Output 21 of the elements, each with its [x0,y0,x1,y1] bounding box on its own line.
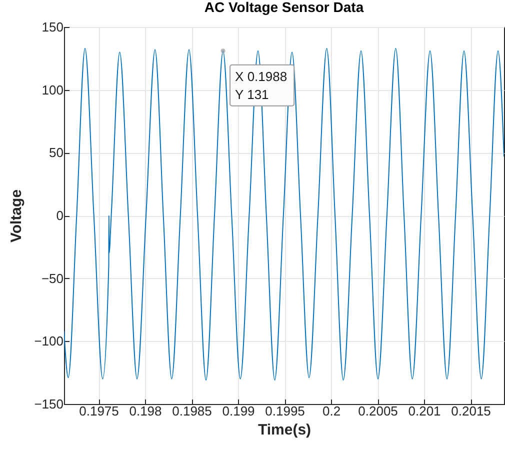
x-tick-label: 0.1995 [265,404,305,418]
line-series [64,48,504,381]
y-tick-label: −150 [34,396,64,412]
y-tick-label: 100 [42,82,64,98]
y-axis-title: Voltage [8,189,26,243]
x-tick-label: 0.1985 [172,404,212,418]
x-tick-label: 0.198 [129,404,162,418]
x-tick-label: 0.201 [408,404,441,418]
x-tick-label: 0.2005 [358,404,398,418]
y-tick-label: 150 [42,20,64,34]
x-tick-label: 0.199 [222,404,255,418]
y-tick-label: 0 [56,208,64,223]
y-tick-label: 50 [49,145,64,160]
x-tick-label: 0.2015 [451,404,491,418]
y-tick-label: −100 [34,334,64,349]
x-tick-label: 0.1975 [79,404,119,418]
chart-title: AC Voltage Sensor Data [204,0,364,15]
y-tick-label: −50 [41,270,64,286]
annotation: X 0.1988 Y 131 [235,68,288,102]
x-axis-title: Time(s) [258,422,312,438]
x-tick-label: 0.2 [322,404,341,418]
